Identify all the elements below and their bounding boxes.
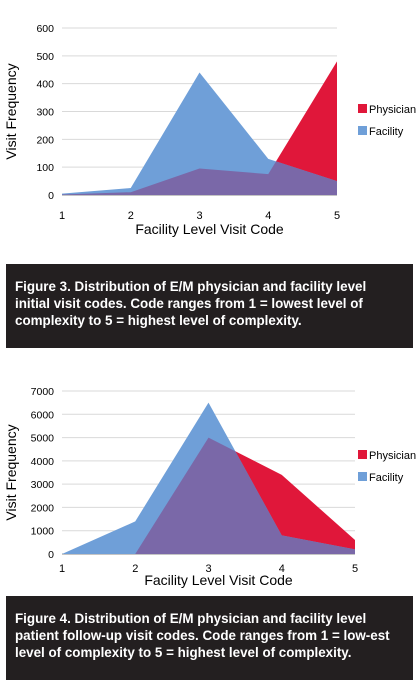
x-tick-label: 1 (59, 210, 65, 222)
legend-label-physician: Physician (369, 450, 416, 462)
y-tick-label: 100 (36, 162, 54, 174)
figure-4-label: Figure 4. (15, 611, 71, 626)
legend-swatch-facility (358, 126, 367, 135)
y-axis-title: Visit Frequency (3, 424, 19, 520)
figure-3-caption: Figure 3. Distribution of E/M physician … (6, 264, 413, 348)
y-tick-label: 200 (36, 134, 54, 146)
y-tick-label: 6000 (31, 409, 55, 421)
x-tick-label: 3 (205, 563, 211, 575)
x-tick-label: 4 (265, 210, 271, 222)
x-tick-label: 3 (196, 210, 202, 222)
legend-label-facility: Facility (369, 126, 404, 138)
x-axis-title: Facility Level Visit Code (144, 572, 293, 588)
y-tick-label: 0 (48, 190, 54, 202)
figure-4-text: Distribution of E/M physician and facili… (15, 611, 390, 660)
figure-4-caption: Figure 4. Distribution of E/M physician … (6, 596, 413, 680)
y-tick-label: 400 (36, 79, 54, 91)
y-tick-label: 4000 (31, 456, 55, 468)
legend-label-physician: Physician (369, 104, 416, 116)
y-tick-label: 3000 (31, 479, 55, 491)
y-axis-title: Visit Frequency (3, 63, 19, 159)
x-tick-label: 5 (334, 210, 340, 222)
follow-up-visit-chart: 0 1000 2000 3000 4000 5000 6000 7000 1 2 3 4 5 Facili… (3, 386, 416, 588)
y-tick-label: 300 (36, 107, 54, 119)
y-tick-label: 5000 (31, 433, 55, 445)
y-tick-label: 2000 (31, 502, 55, 514)
y-tick-label: 600 (36, 23, 54, 35)
figure-3-label: Figure 3. (15, 279, 71, 294)
initial-visit-chart: 0 100 200 300 400 500 600 1 2 3 4 5 Facility Level V… (3, 23, 416, 237)
x-tick-label: 4 (279, 563, 285, 575)
figure-3-text: Distribution of E/M physician and facili… (15, 279, 367, 328)
legend-swatch-physician (358, 104, 367, 113)
y-tick-label: 500 (36, 51, 54, 63)
legend-label-facility: Facility (369, 472, 404, 484)
area-facility (62, 72, 337, 195)
x-tick-label: 2 (132, 563, 138, 575)
x-tick-label: 1 (59, 563, 65, 575)
y-tick-label: 0 (48, 549, 54, 561)
y-tick-label: 7000 (31, 386, 55, 398)
x-tick-label: 2 (128, 210, 134, 222)
area-overlap (62, 437, 355, 554)
legend-swatch-physician (358, 450, 367, 459)
x-axis-title: Facility Level Visit Code (135, 221, 284, 237)
y-tick-label: 1000 (31, 526, 55, 538)
legend-swatch-facility (358, 472, 367, 481)
x-tick-label: 5 (352, 563, 358, 575)
